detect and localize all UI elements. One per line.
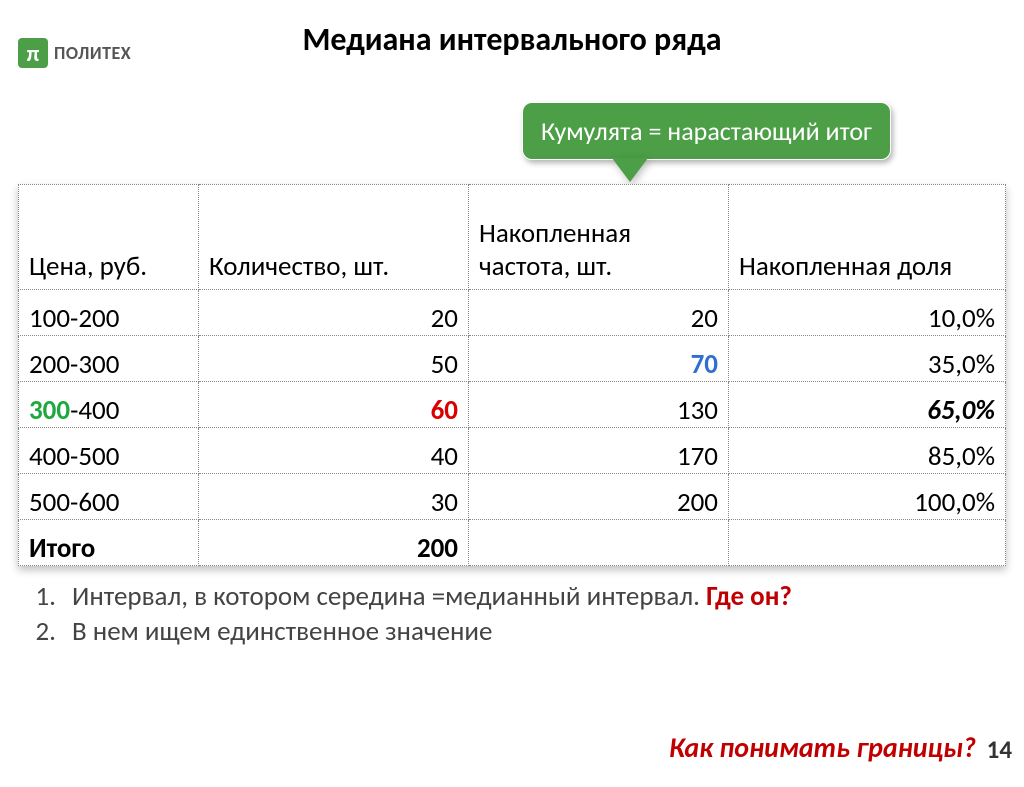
- callout: Кумулята = нарастающий итог: [522, 102, 891, 182]
- cell-cumfreq: 70: [469, 336, 729, 382]
- col-qty: Количество, шт.: [199, 185, 469, 290]
- cell-cumshare: 100,0%: [729, 474, 1006, 520]
- table-row: 400-5004017085,0%: [19, 428, 1006, 474]
- table-row: 100-200202010,0%: [19, 290, 1006, 336]
- total-label: Итого: [19, 520, 199, 566]
- table-total-row: Итого200: [19, 520, 1006, 566]
- cell-cumfreq: 200: [469, 474, 729, 520]
- logo-text: ПОЛИТЕХ: [54, 42, 131, 64]
- table-row: 300-4006013065,0%: [19, 382, 1006, 428]
- cell-price: 400-500: [19, 428, 199, 474]
- cell-qty: 30: [199, 474, 469, 520]
- cell-cumshare: 10,0%: [729, 290, 1006, 336]
- table-header-row: Цена, руб. Количество, шт. Накопленная ч…: [19, 185, 1006, 290]
- data-table: Цена, руб. Количество, шт. Накопленная ч…: [18, 184, 1006, 566]
- note-2-num: 2.: [18, 615, 72, 648]
- notes: 1. Интервал, в котором середина =медианн…: [18, 580, 792, 650]
- note-1-num: 1.: [18, 580, 72, 613]
- logo: π ПОЛИТЕХ: [18, 38, 131, 68]
- cell-price: 500-600: [19, 474, 199, 520]
- logo-icon: π: [18, 38, 48, 68]
- callout-arrow-icon: [612, 158, 648, 182]
- note-1: 1. Интервал, в котором середина =медианн…: [18, 580, 792, 613]
- cell-price: 300-400: [19, 382, 199, 428]
- cell-qty: 20: [199, 290, 469, 336]
- cell-cumfreq: 20: [469, 290, 729, 336]
- cell-qty: 60: [199, 382, 469, 428]
- col-cumshare: Накопленная доля: [729, 185, 1006, 290]
- footer-question: Как понимать границы?: [669, 730, 976, 765]
- total-empty: [469, 520, 729, 566]
- page-number: 14: [987, 734, 1012, 765]
- cell-cumfreq: 170: [469, 428, 729, 474]
- cell-cumshare: 85,0%: [729, 428, 1006, 474]
- page-title: Медиана интервального ряда: [0, 20, 1024, 59]
- cell-cumshare: 35,0%: [729, 336, 1006, 382]
- col-cumfreq: Накопленная частота, шт.: [469, 185, 729, 290]
- cell-price: 100-200: [19, 290, 199, 336]
- table-row: 200-300507035,0%: [19, 336, 1006, 382]
- callout-label: Кумулята = нарастающий итог: [522, 102, 891, 160]
- note-1-question: Где он?: [706, 580, 792, 613]
- note-2-text: В нем ищем единственное значение: [72, 615, 492, 648]
- note-2: 2. В нем ищем единственное значение: [18, 615, 792, 648]
- note-1-text-a: Интервал, в котором середина =медианный …: [72, 580, 706, 613]
- cell-qty: 50: [199, 336, 469, 382]
- total-empty: [729, 520, 1006, 566]
- table-row: 500-60030200100,0%: [19, 474, 1006, 520]
- total-value: 200: [199, 520, 469, 566]
- col-price: Цена, руб.: [19, 185, 199, 290]
- cell-cumshare: 65,0%: [729, 382, 1006, 428]
- cell-qty: 40: [199, 428, 469, 474]
- cell-price: 200-300: [19, 336, 199, 382]
- cell-cumfreq: 130: [469, 382, 729, 428]
